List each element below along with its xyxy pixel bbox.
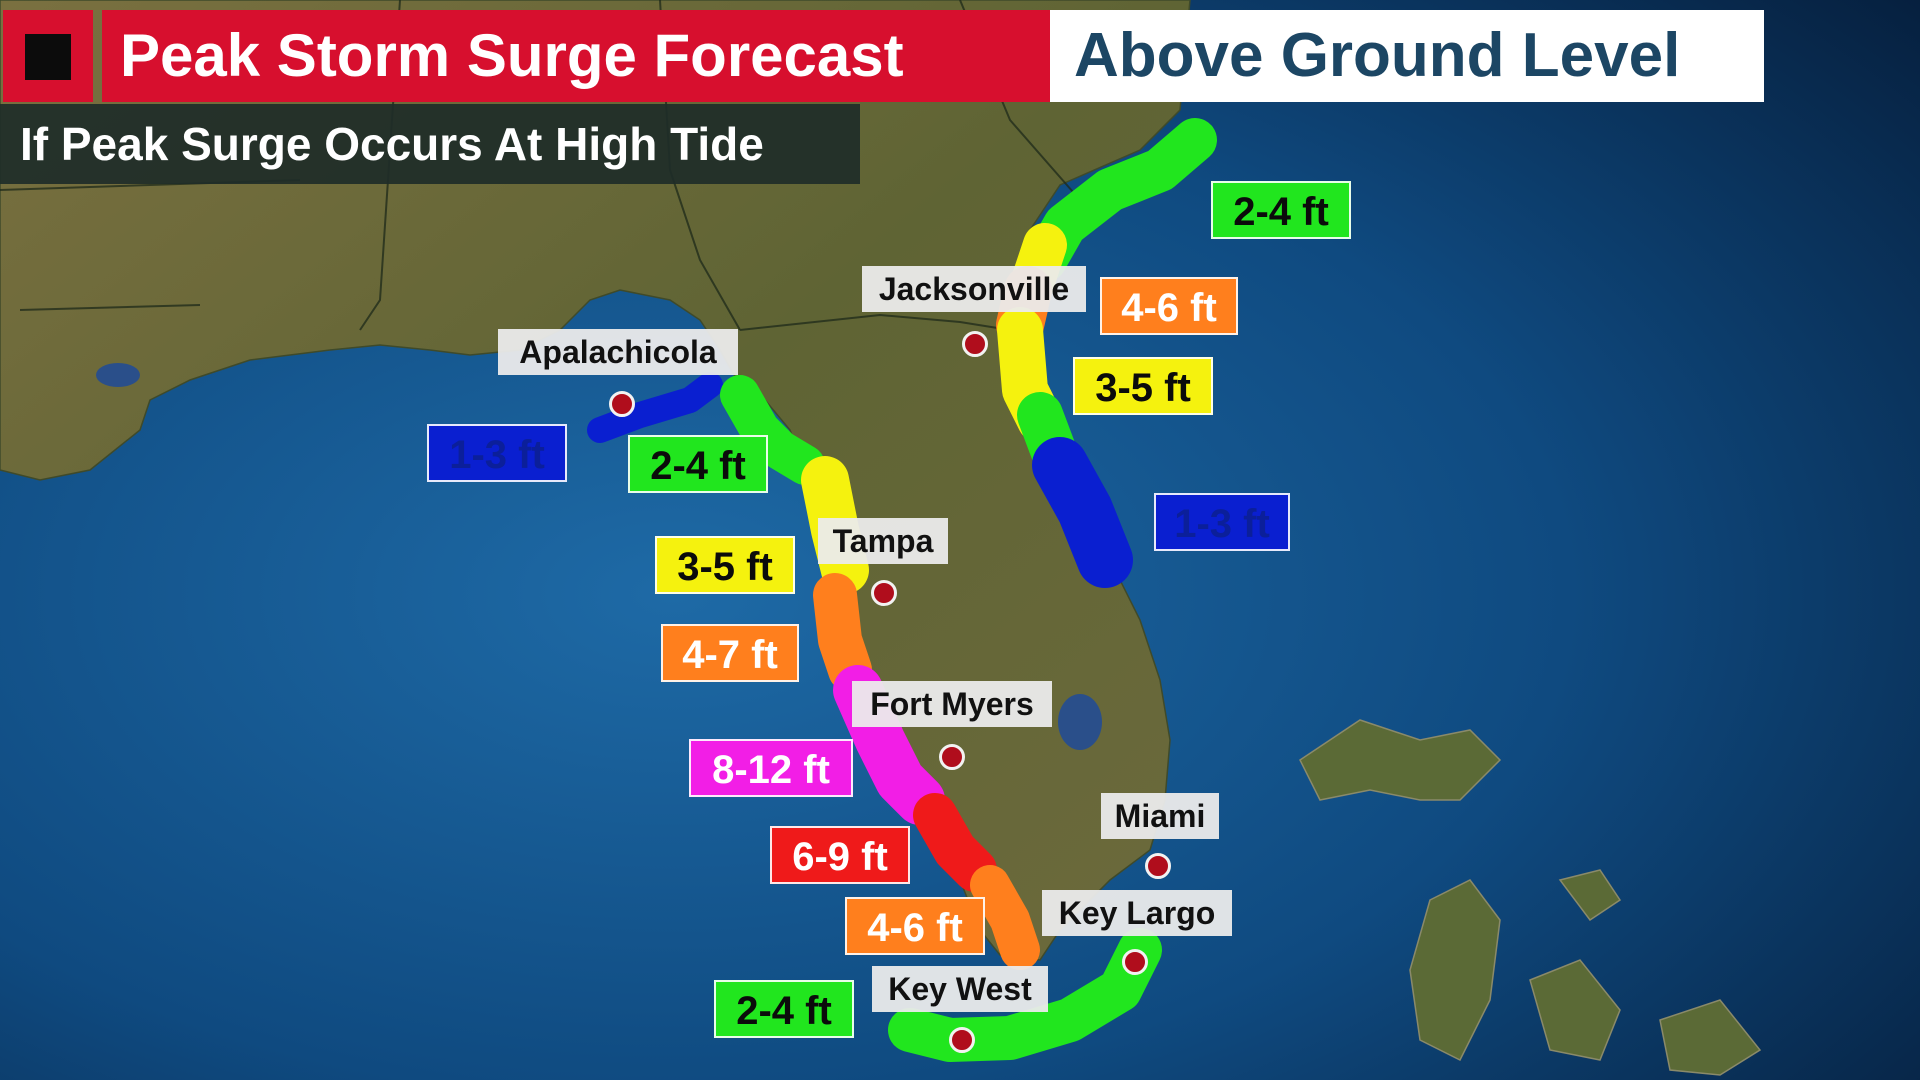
city-label-jacksonville: Jacksonville — [862, 266, 1086, 312]
city-label-apalachicola: Apalachicola — [498, 329, 738, 375]
surge-label-jax-4-6: 4-6 ft — [1100, 277, 1238, 335]
surge-label-east-3-5: 3-5 ft — [1073, 357, 1213, 415]
surge-zone-east-blue — [1032, 437, 1133, 588]
logo — [3, 10, 93, 102]
surge-label-ne-2-4: 2-4 ft — [1211, 181, 1351, 239]
surge-label-keys-2-4: 2-4 ft — [714, 980, 854, 1038]
page-title-right: Above Ground Level — [1050, 10, 1764, 102]
surge-label-sw-4-6: 4-6 ft — [845, 897, 985, 955]
city-marker-tampa — [871, 580, 897, 606]
city-marker-apalachicola — [609, 391, 635, 417]
surge-zone-sw-orange — [970, 865, 1040, 970]
city-marker-fort-myers — [939, 744, 965, 770]
surge-label-fortmyers-8-12: 8-12 ft — [689, 739, 853, 797]
surge-zone-apalachicola-blue — [587, 372, 723, 443]
city-label-key-largo: Key Largo — [1042, 890, 1232, 936]
page-title: Peak Storm Surge Forecast — [102, 10, 1050, 102]
surge-zone-keys-green — [888, 928, 1162, 1062]
city-marker-jacksonville — [962, 331, 988, 357]
city-marker-miami — [1145, 853, 1171, 879]
lake-okeechobee — [1058, 694, 1102, 750]
surge-label-tampa-4-7: 4-7 ft — [661, 624, 799, 682]
surge-zone-tampa-orange — [813, 573, 872, 692]
page-subtitle: If Peak Surge Occurs At High Tide — [0, 104, 860, 184]
surge-label-west-3-5: 3-5 ft — [655, 536, 795, 594]
surge-label-east-1-3: 1-3 ft — [1154, 493, 1290, 551]
lake-pontchartrain — [96, 363, 140, 387]
logo-square-icon — [25, 34, 71, 80]
surge-zone-naples-red — [913, 793, 997, 892]
city-marker-key-largo — [1122, 949, 1148, 975]
surge-label-bigbend-2-4: 2-4 ft — [628, 435, 768, 493]
surge-label-naples-6-9: 6-9 ft — [770, 826, 910, 884]
city-label-miami: Miami — [1101, 793, 1219, 839]
city-label-fort-myers: Fort Myers — [852, 681, 1052, 727]
city-label-key-west: Key West — [872, 966, 1048, 1012]
surge-label-gulf-1-3: 1-3 ft — [427, 424, 567, 482]
city-marker-key-west — [949, 1027, 975, 1053]
city-label-tampa: Tampa — [818, 518, 948, 564]
surge-zone-bigbend-green — [720, 375, 825, 485]
bahamas — [1299, 719, 1762, 1076]
